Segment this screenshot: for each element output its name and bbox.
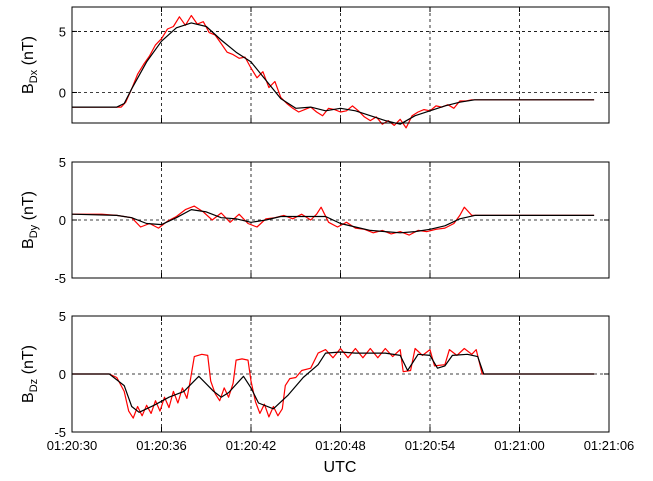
panel-bdx-ytick-label-1: 5 [59,24,66,39]
panel-bdz-ytick-label-0: -5 [54,425,66,440]
panel-bdx-frame [71,6,610,124]
panel-bdz-ytick-label-2: 5 [59,309,66,324]
panel-bdz: -5 0 5 BDz (nT) [20,309,610,440]
panel-bdx-ylabel: BDx (nT) [20,36,40,94]
panel-bdz-ytick-label-1: 0 [59,367,66,382]
x-tick-label-6: 01:21:06 [584,438,635,453]
panel-bdx-series-smoothed [72,22,595,125]
panel-bdz-frame [71,315,610,433]
x-tick-label-3: 01:20:48 [315,438,366,453]
panel-bdy-series-smoothed [71,209,595,234]
panel-bdz-series-measured [72,347,595,419]
panel-bdy-ylabel: BDy (nT) [20,191,40,249]
panel-bdx: 0 5 BDx (nT) [20,6,610,129]
panel-bdy-ytick-label-0: -5 [54,271,66,286]
panel-bdx-ytick-label-0: 0 [59,85,66,100]
x-axis-title: UTC [324,459,357,476]
x-tick-labels: 01:20:30 01:20:36 01:20:42 01:20:48 01:20:54… [47,438,635,453]
panel-bdy: -5 0 5 BDy (nT) [20,155,610,286]
x-tick-label-4: 01:20:54 [405,438,456,453]
panel-bdx-series-measured [72,14,595,129]
x-tick-label-1: 01:20:36 [136,438,187,453]
panel-bdy-frame [71,161,610,279]
panel-bdy-ytick-label-1: 0 [59,213,66,228]
x-tick-label-5: 01:21:00 [494,438,545,453]
x-tick-label-0: 01:20:30 [47,438,98,453]
x-tick-label-2: 01:20:42 [226,438,277,453]
panel-bdz-ylabel: BDz (nT) [20,345,40,403]
panel-bdy-ytick-label-2: 5 [59,155,66,170]
panel-bdz-series-smoothed [72,351,595,413]
